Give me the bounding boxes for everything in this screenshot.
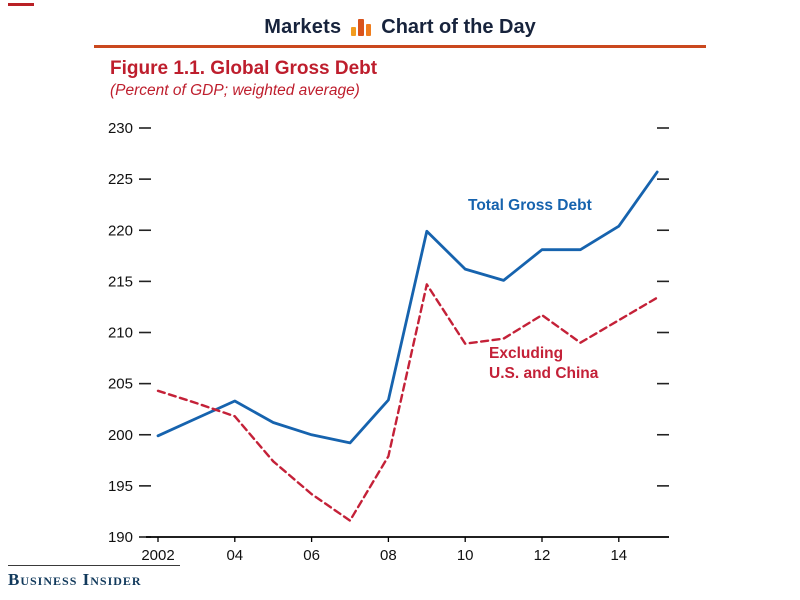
series-annotation-line: U.S. and China — [489, 365, 599, 382]
figure-subtitle: (Percent of GDP; weighted average) — [110, 82, 360, 99]
chart-canvas: 190 195 200 205 210 215 220 225 230 2002 04 06 08 10 1… — [108, 120, 669, 564]
x-tick-label: 10 — [457, 547, 474, 564]
series-annotation-line: Excluding — [489, 345, 563, 362]
footer: Business Insider — [8, 565, 180, 590]
chart: 190 195 200 205 210 215 220 225 230 2002 04 06 08 10 1… — [0, 100, 800, 572]
y-tick-label: 200 — [108, 427, 133, 444]
x-tick-label: 06 — [303, 547, 320, 564]
x-tick-label: 04 — [226, 547, 243, 564]
y-tick-label: 220 — [108, 222, 133, 239]
series-annotation: Excluding U.S. and China — [489, 345, 599, 382]
series-annotation: Total Gross Debt — [468, 197, 592, 214]
series-line-total-gross-debt — [156, 170, 659, 445]
header-title: Chart of the Day — [381, 15, 536, 38]
y-tick-label: 215 — [108, 273, 133, 290]
y-tick-label: 225 — [108, 171, 133, 188]
y-tick-label: 190 — [108, 529, 133, 546]
x-tick-label: 2002 — [141, 547, 174, 564]
header: Markets Chart of the Day — [0, 0, 800, 44]
y-tick-label: 195 — [108, 478, 133, 495]
y-tick-label: 230 — [108, 120, 133, 137]
header-rule — [94, 45, 706, 48]
x-tick-label: 08 — [380, 547, 397, 564]
business-insider-logo: Business Insider — [8, 570, 142, 589]
series-annotation-line: Total Gross Debt — [468, 197, 592, 214]
y-tick-label: 205 — [108, 376, 133, 393]
series-line-excluding-us-and-china — [156, 283, 659, 522]
header-brand: Markets — [264, 15, 342, 38]
figure-heading: Figure 1.1. Global Gross Debt (Percent o… — [110, 58, 800, 100]
top-left-accent-mark — [8, 3, 34, 6]
figure-title: Figure 1.1. Global Gross Debt — [110, 58, 378, 79]
bar-chart-icon — [351, 18, 372, 36]
y-tick-label: 210 — [108, 325, 133, 342]
x-tick-label: 12 — [534, 547, 551, 564]
x-tick-label: 14 — [610, 547, 627, 564]
